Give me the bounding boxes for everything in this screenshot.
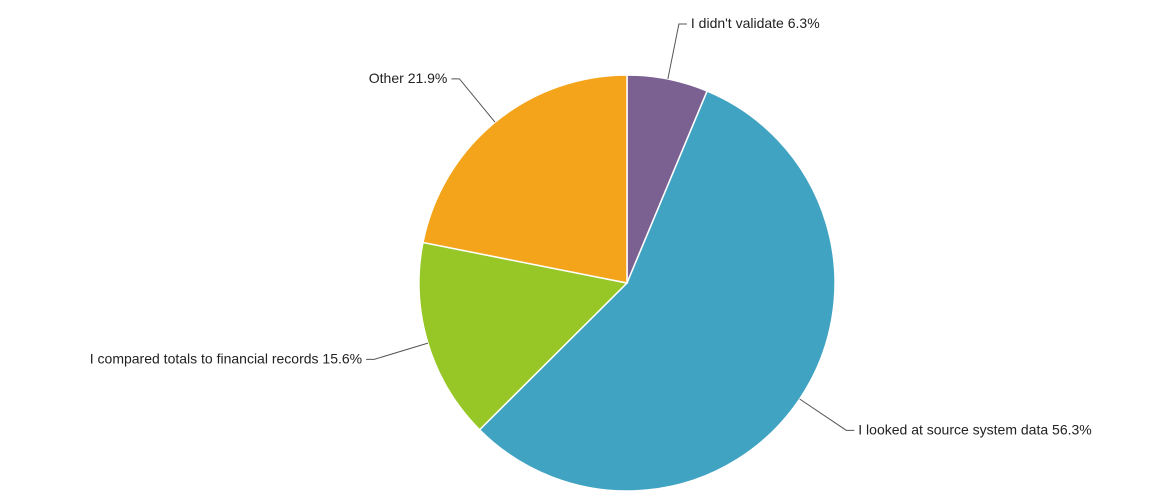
slice-value: 56.3% — [1052, 421, 1092, 437]
leader-line — [667, 23, 687, 80]
slice-name: I didn't validate — [691, 15, 784, 31]
slice-value: 15.6% — [322, 350, 362, 366]
slice-name: I compared totals to financial records — [90, 350, 319, 366]
leader-line — [451, 78, 496, 123]
slice-label: I compared totals to financial records 1… — [90, 350, 362, 366]
pie-slice — [478, 90, 836, 491]
slice-label: Other 21.9% — [369, 70, 448, 86]
leader-line — [366, 342, 429, 360]
slice-name: Other — [369, 70, 404, 86]
slice-label: I didn't validate 6.3% — [691, 15, 820, 31]
leader-line — [799, 398, 855, 431]
pie-slice — [422, 74, 628, 284]
slice-value: 21.9% — [408, 70, 448, 86]
slice-name: I looked at source system data — [858, 421, 1048, 437]
pie-slice — [418, 241, 629, 431]
slice-label: I looked at source system data 56.3% — [858, 421, 1091, 437]
slice-value: 6.3% — [788, 15, 820, 31]
